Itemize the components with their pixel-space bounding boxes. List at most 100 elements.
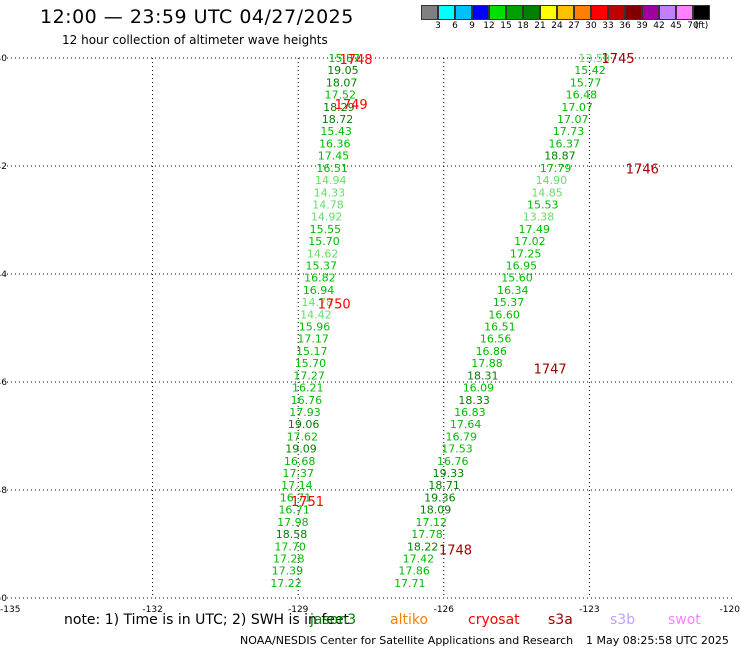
wave-height-point: 17.78 — [411, 528, 443, 541]
y-tick-label: -50 — [0, 594, 7, 604]
wave-height-point: 15.70 — [295, 357, 327, 370]
legend-label: 21 — [534, 21, 546, 31]
legend-swatch — [489, 5, 506, 20]
wave-height-point: 15.17 — [296, 345, 328, 358]
wave-height-point: 16.95 — [506, 260, 538, 273]
wave-height-point: 18.87 — [544, 150, 576, 163]
time-label: 1748 — [439, 543, 472, 558]
legend-label: 3 — [435, 21, 441, 31]
wave-height-point: 16.82 — [304, 272, 336, 285]
wave-height-point: 18.72 — [322, 113, 354, 126]
wave-height-point: 13.50 — [579, 52, 611, 65]
wave-height-point: 15.53 — [527, 198, 559, 211]
wave-height-point: 16.34 — [497, 284, 529, 297]
legend-label: 42 — [653, 21, 665, 31]
wave-height-point: 18.22 — [407, 540, 439, 553]
legend-label: 24 — [551, 21, 563, 31]
x-tick-label: -132 — [142, 605, 162, 615]
time-labels: 1748 1749 1750 1751 1748 1745 1746 1747 — [291, 52, 659, 558]
wave-height-point: 17.71 — [394, 577, 426, 590]
wave-height-point: 17.07 — [557, 113, 589, 126]
wave-height-point: 15.43 — [320, 125, 352, 138]
axis-ticks: -135 -132 -129 -126 -123 -120 -40 -42 -44 -46 -48 -… — [0, 54, 740, 615]
wave-height-point: 16.76 — [437, 455, 469, 468]
wave-height-point: 17.39 — [272, 565, 304, 578]
wave-height-point: 17.79 — [540, 162, 572, 175]
generated-date: 1 May 08:25:58 UTC 2025 — [586, 634, 729, 647]
wave-height-point: 19.33 — [433, 467, 465, 480]
wave-height-point: 15.96 — [299, 321, 331, 334]
wave-height-point: 15.87 — [329, 52, 361, 65]
wave-height-point: 17.70 — [274, 540, 306, 553]
legend-label: 45 — [670, 21, 682, 31]
y-tick-label: -42 — [0, 162, 7, 172]
time-label: 1749 — [335, 98, 368, 113]
wave-height-point: 17.88 — [471, 357, 503, 370]
legend-label: 9 — [469, 21, 475, 31]
wave-height-point: 15.37 — [493, 296, 525, 309]
wave-height-point: 17.98 — [277, 516, 309, 529]
wave-height-point: 16.21 — [292, 382, 324, 395]
wave-height-point: 14.90 — [536, 174, 568, 187]
wave-height-point: 13.38 — [523, 211, 555, 224]
legend-swatch — [523, 5, 540, 20]
wave-height-point: 17.62 — [287, 430, 319, 443]
wave-height-point: 14.78 — [301, 296, 333, 309]
time-label: 1745 — [602, 52, 635, 67]
legend-label: 15 — [500, 21, 512, 31]
wave-height-point: 16.71 — [280, 491, 312, 504]
wave-height-point: 14.92 — [311, 211, 343, 224]
wave-height-point: 17.52 — [324, 89, 356, 102]
wave-height-point: 18.07 — [326, 76, 358, 89]
credit-line: NOAA/NESDIS Center for Satellite Applica… — [240, 634, 574, 647]
wave-height-point: 16.36 — [319, 137, 351, 150]
legend-swatch — [693, 5, 710, 20]
wave-height-point: 17.17 — [297, 333, 329, 346]
wave-height-point: 16.83 — [454, 406, 486, 419]
wave-height-point: 15.60 — [501, 272, 533, 285]
wave-height-point: 14.85 — [531, 186, 563, 199]
legend-labels: 3 6 9 12 15 18 21 24 27 30 33 36 39 42 45 70 (ft) — [421, 20, 729, 32]
wave-height-point: 15.70 — [308, 235, 340, 248]
wave-height-point: 19.05 — [327, 64, 359, 77]
legend-label: (ft) — [694, 21, 709, 31]
wave-height-point: 16.94 — [303, 284, 335, 297]
y-tick-label: -40 — [0, 54, 7, 64]
legend-label: 30 — [585, 21, 597, 31]
wave-height-point: 18.09 — [420, 504, 452, 517]
satellite-label: s3a — [548, 612, 573, 628]
wave-height-point: 16.56 — [480, 333, 512, 346]
legend-label: 12 — [483, 21, 495, 31]
wave-height-point: 17.49 — [518, 223, 550, 236]
wave-height-point: 17.53 — [441, 443, 473, 456]
wave-height-point: 17.73 — [553, 125, 585, 138]
wave-height-point: 17.25 — [510, 247, 542, 260]
x-tick-label: -135 — [0, 605, 20, 615]
legend-swatch — [557, 5, 574, 20]
wave-height-point: 16.37 — [548, 137, 580, 150]
wave-height-point: 16.51 — [484, 321, 516, 334]
color-legend: 3 6 9 12 15 18 21 24 27 30 33 36 39 42 45 70 (ft) — [421, 5, 729, 32]
wave-height-point: 17.93 — [289, 406, 321, 419]
wave-height-points: 15.8719.0518.0717.5218.2918.7215.4316.36… — [270, 52, 610, 590]
legend-label: 39 — [636, 21, 648, 31]
legend-swatch — [642, 5, 659, 20]
wave-height-point: 15.77 — [570, 76, 602, 89]
wave-height-point: 17.27 — [293, 369, 325, 382]
wave-height-point: 17.22 — [270, 577, 302, 590]
wave-height-point: 18.71 — [428, 479, 460, 492]
wave-height-point: 19.36 — [424, 491, 456, 504]
wave-height-point: 19.06 — [288, 418, 320, 431]
wave-height-point: 17.14 — [281, 479, 313, 492]
wave-height-point: 18.29 — [323, 101, 355, 114]
satellite-label: jason3 — [310, 612, 357, 628]
wave-height-point: 18.58 — [276, 528, 308, 541]
legend-label: 18 — [517, 21, 529, 31]
wave-height-point: 14.78 — [312, 198, 344, 211]
wave-height-point: 14.94 — [315, 174, 347, 187]
legend-label: 70 — [687, 21, 699, 31]
legend-swatch — [659, 5, 676, 20]
chart-grid — [7, 57, 735, 599]
legend-swatches — [421, 5, 729, 20]
